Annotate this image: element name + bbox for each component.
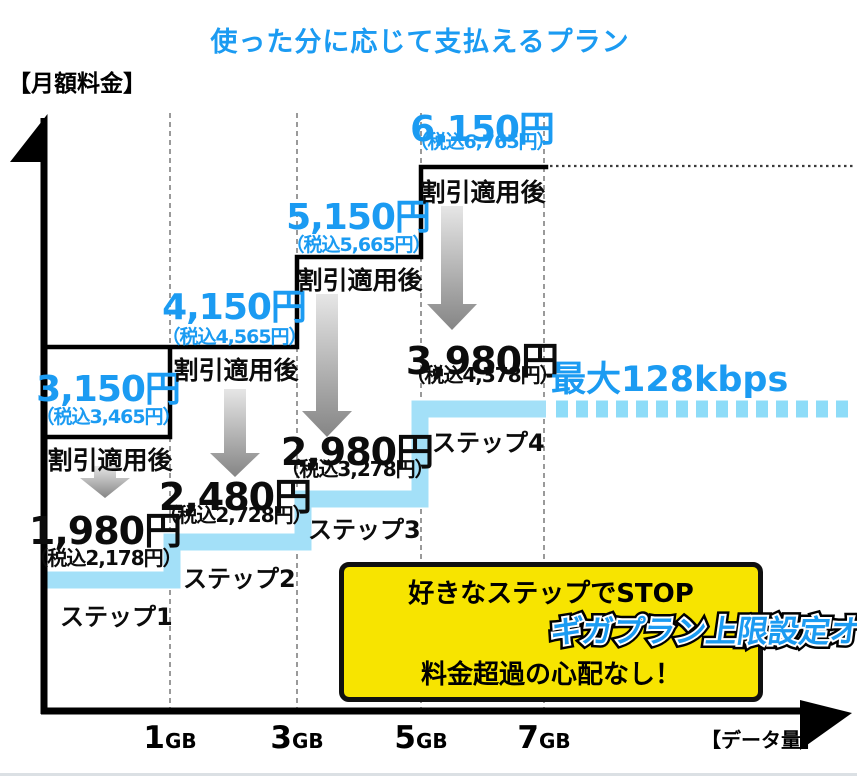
step2-regular-price: 4,150円 bbox=[162, 287, 307, 328]
regular-staircase bbox=[41, 164, 549, 440]
tick-unit: GB bbox=[291, 729, 324, 753]
callout-line3: 料金超過の心配なし！ bbox=[420, 660, 681, 690]
x-tick-3gb: 3 GB bbox=[270, 720, 323, 756]
step1-name: ステップ1 bbox=[60, 603, 173, 631]
step3-discount-price: 2,980円 bbox=[280, 430, 434, 474]
down-arrow-icon bbox=[427, 206, 477, 330]
x-axis-arrow-icon bbox=[800, 700, 852, 750]
step2-discount-tax: （税込2,728円） bbox=[158, 503, 312, 527]
step4-discount-price: 3,980円 bbox=[405, 339, 559, 383]
step1-discount-note: 割引適用後 bbox=[47, 446, 173, 475]
step3-name: ステップ3 bbox=[308, 516, 421, 544]
y-axis-arrow-icon bbox=[10, 114, 48, 162]
step2-discount-price: 2,480円 bbox=[158, 475, 312, 519]
step2-name: ステップ2 bbox=[183, 565, 296, 593]
step4-regular-price: 6,150円 bbox=[410, 109, 555, 150]
callout-line2-text: ギガプラン上限設定オプション bbox=[548, 614, 857, 650]
down-arrow-icon bbox=[302, 294, 352, 437]
step2-regular-tax: （税込4,565円） bbox=[161, 326, 307, 348]
y-axis-label: 【月額料金】 bbox=[8, 71, 146, 97]
tick-unit: GB bbox=[415, 729, 448, 753]
x-tick-7gb: 7 GB bbox=[517, 720, 570, 756]
step3-regular-tax: （税込5,665円） bbox=[285, 234, 431, 256]
callout-line1: 好きなステップでSTOP bbox=[408, 579, 694, 609]
step3-discount-note: 割引適用後 bbox=[297, 266, 423, 295]
tick-number: 1 bbox=[143, 720, 165, 756]
cap-option-callout: 好きなステップでSTOP ギガプラン上限設定オプション ギガプラン上限設定オプシ… bbox=[339, 562, 857, 702]
tick-number: 7 bbox=[517, 720, 539, 756]
x-tick-5gb: 5 GB bbox=[394, 720, 447, 756]
page-title: 使った分に応じて支払えるプラン bbox=[210, 27, 630, 58]
step4-discount-tax: （税込4,378円） bbox=[405, 363, 559, 387]
discount-staircase bbox=[44, 400, 853, 589]
tick-unit: GB bbox=[164, 729, 197, 753]
callout-line2: ギガプラン上限設定オプション ギガプラン上限設定オプション ギガプラン上限設定オ… bbox=[544, 610, 857, 655]
tick-number: 3 bbox=[270, 720, 292, 756]
step1-discount-price: 1,980円 bbox=[28, 509, 182, 553]
step4-discount-note: 割引適用後 bbox=[420, 178, 546, 207]
speed-limit-label: 最大128kbps bbox=[551, 360, 789, 400]
axes bbox=[10, 114, 852, 750]
bottom-divider bbox=[0, 773, 857, 776]
step3-discount-tax: （税込3,278円） bbox=[280, 457, 434, 481]
x-tick-1gb: 1 GB bbox=[143, 720, 196, 756]
x-axis-label: 【データ量】 bbox=[701, 728, 821, 752]
step4-regular-tax: （税込6,765円） bbox=[409, 131, 555, 153]
step1-regular-tax: （税込3,465円） bbox=[35, 406, 181, 428]
step1-discount-tax: （税込2,178円） bbox=[28, 546, 182, 570]
tick-unit: GB bbox=[538, 729, 571, 753]
down-arrow-icon bbox=[210, 389, 260, 477]
down-arrow-icon bbox=[80, 466, 130, 498]
discount-arrows bbox=[80, 206, 477, 498]
step2-discount-note: 割引適用後 bbox=[173, 356, 299, 385]
step4-name: ステップ4 bbox=[432, 429, 545, 457]
tick-number: 5 bbox=[394, 720, 416, 756]
step1-regular-price: 3,150円 bbox=[36, 369, 181, 410]
step3-regular-price: 5,150円 bbox=[286, 197, 431, 238]
